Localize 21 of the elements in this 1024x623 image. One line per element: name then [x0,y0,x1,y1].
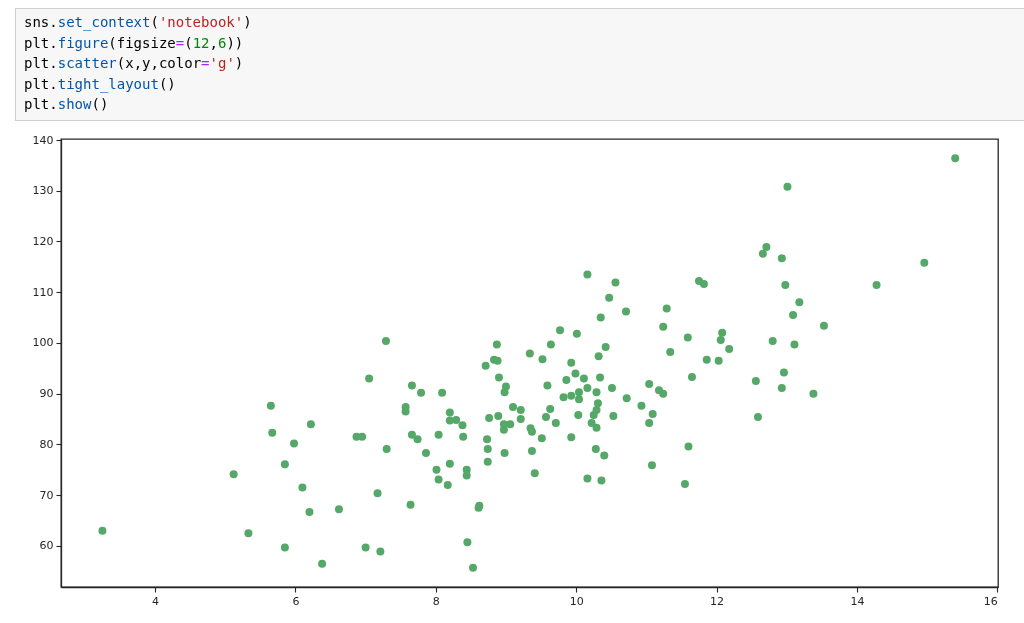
x-tick-label: 6 [292,594,300,608]
y-tick-label: 130 [32,184,54,198]
y-tick-label: 70 [39,488,54,502]
text: plt.scatter(x,y,color='g') [24,55,244,71]
x-tick-label: 16 [983,594,998,608]
y-tick-label: 60 [39,539,54,553]
x-tick-label: 4 [152,594,160,608]
x-tick-label: 8 [432,594,440,608]
y-tick-label: 110 [32,285,54,299]
x-tick-label: 14 [850,594,865,608]
y-tick-label: 80 [39,437,54,451]
text: plt.show() [24,96,109,112]
y-tick-label: 120 [32,234,54,248]
x-tick-label: 10 [569,594,584,608]
x-tick-label: 12 [710,594,725,608]
y-tick-label: 100 [32,336,54,350]
y-tick-label: 90 [39,387,54,401]
text: plt.figure(figsize=(12,6)) [24,34,244,51]
text: sns.set_context('notebook') [24,14,252,30]
text: plt.tight_layout() [24,75,176,92]
y-tick-label: 140 [32,133,54,147]
